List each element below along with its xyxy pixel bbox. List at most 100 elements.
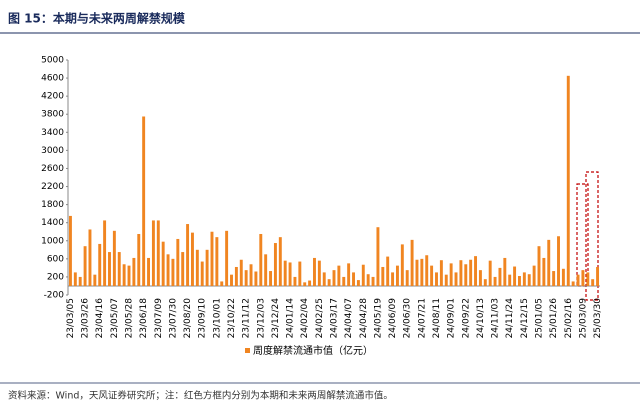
x-tick-label: 25/03/30 (593, 298, 603, 339)
bar (459, 260, 463, 286)
x-tick-label: 23/06/18 (139, 298, 149, 339)
bar (137, 233, 141, 286)
current-box (576, 183, 589, 287)
y-tick-label: 3800 (41, 110, 64, 120)
bar (127, 265, 131, 286)
x-tick-label: 25/01/26 (549, 298, 559, 339)
y-tick-label: 3000 (41, 146, 64, 156)
x-tick-label: 24/02/25 (315, 298, 325, 338)
bar (439, 260, 443, 286)
bar (98, 243, 102, 286)
bar (444, 274, 448, 286)
bar (527, 274, 531, 286)
x-tick-label: 24/04/28 (359, 298, 369, 339)
bar (93, 274, 97, 286)
x-tick-label: 23/12/03 (256, 298, 266, 338)
bar (435, 272, 438, 286)
bar (352, 272, 355, 286)
bar (147, 257, 150, 286)
bar (571, 281, 575, 286)
y-tick-label: 5000 (41, 56, 64, 66)
bar (161, 241, 165, 286)
x-tick-label: 24/01/14 (286, 298, 296, 339)
bar (156, 220, 160, 286)
y-tick-label: 1400 (41, 218, 64, 228)
x-tick-label: 23/03/26 (81, 298, 91, 339)
bar (220, 281, 224, 286)
bar (591, 279, 595, 286)
bar (264, 254, 268, 286)
y-tick-label: -200 (44, 291, 65, 301)
y-tick-label: 200 (47, 272, 64, 282)
bar (78, 276, 82, 286)
bar (68, 215, 72, 286)
bar (210, 231, 214, 286)
bar (303, 282, 307, 286)
bar (230, 274, 233, 286)
bar (366, 274, 370, 286)
bar (200, 261, 204, 286)
bar (83, 246, 87, 286)
bar (493, 276, 497, 286)
x-tick-label: 23/08/20 (183, 298, 193, 339)
bar (498, 267, 502, 286)
bar (151, 220, 155, 286)
x-tick-label: 23/09/10 (198, 298, 208, 339)
x-tick-label: 24/07/21 (417, 298, 427, 338)
bar (73, 272, 77, 286)
bar (356, 280, 360, 286)
bar (171, 258, 175, 286)
bar (176, 238, 180, 286)
bar (547, 239, 551, 286)
bar (430, 265, 434, 286)
bar (561, 268, 565, 286)
bar (88, 229, 92, 286)
bar (381, 266, 385, 286)
bar (410, 239, 414, 286)
future-box (585, 171, 599, 301)
bar (195, 249, 199, 286)
bar (215, 237, 219, 286)
bar (142, 116, 146, 286)
y-tick-label: 3400 (41, 128, 64, 138)
bar (522, 272, 526, 286)
x-tick-label: 23/12/24 (271, 298, 281, 339)
x-tick-label: 24/12/15 (520, 298, 530, 338)
x-tick-label: 24/08/11 (432, 298, 442, 338)
bar (186, 224, 190, 286)
bar (249, 264, 253, 286)
bar (308, 280, 312, 286)
y-tick-label: 4200 (41, 92, 64, 102)
x-tick-label: 23/10/22 (227, 298, 237, 338)
bar (405, 270, 409, 286)
bar (234, 266, 238, 286)
bar (332, 270, 336, 286)
bar (112, 230, 116, 286)
x-tick-label: 23/05/07 (110, 298, 120, 338)
x-tick-label: 24/09/01 (447, 298, 457, 338)
bar (449, 263, 453, 286)
legend-swatch (245, 348, 250, 353)
bar (278, 237, 282, 286)
bar (108, 252, 111, 286)
x-tick-label: 23/11/12 (242, 298, 252, 338)
bar (503, 257, 507, 286)
x-tick-label: 23/07/09 (154, 298, 164, 339)
bar (518, 276, 521, 286)
x-tick-label: 24/04/07 (344, 298, 354, 338)
bar (244, 270, 248, 286)
bar (474, 256, 478, 286)
bar (376, 227, 380, 286)
bar (225, 230, 229, 286)
bar (347, 263, 351, 286)
bar (425, 255, 429, 286)
bar (488, 260, 492, 286)
x-tick-label: 24/02/04 (300, 298, 310, 339)
bar (322, 272, 326, 286)
bar (395, 265, 399, 286)
bar (537, 246, 541, 286)
y-tick-label: 2600 (41, 164, 64, 174)
bar (361, 264, 365, 286)
x-tick-label: 23/04/16 (95, 298, 105, 339)
